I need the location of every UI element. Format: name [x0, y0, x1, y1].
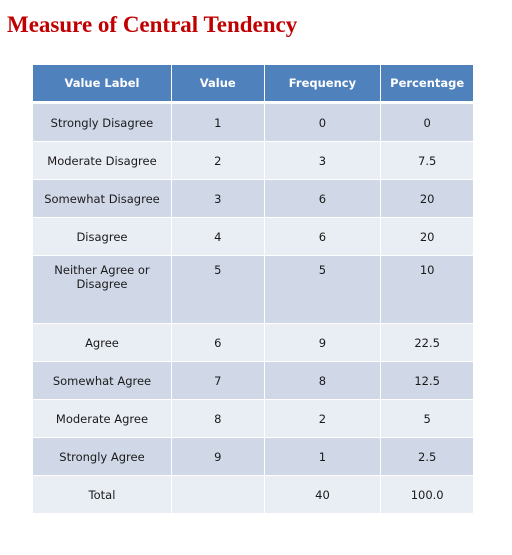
cell-frequency: 1	[263, 437, 382, 476]
cell-percentage: 0	[380, 102, 474, 142]
cell-value-label: Strongly Disagree	[32, 102, 172, 142]
cell-percentage: 100.0	[380, 475, 474, 514]
cell-percentage: 12.5	[380, 361, 474, 400]
cell-percentage: 22.5	[380, 323, 474, 362]
cell-value	[170, 475, 265, 514]
cell-percentage: 5	[380, 399, 474, 438]
table-row: Neither Agree or Disagree 5 5 10	[32, 255, 474, 324]
cell-percentage: 20	[380, 179, 474, 218]
header-value-label: Value Label	[32, 64, 172, 104]
cell-value: 7	[170, 361, 265, 400]
cell-value: 1	[170, 102, 265, 142]
table-row: Agree 6 9 22.5	[32, 323, 474, 362]
table-row: Somewhat Agree 7 8 12.5	[32, 361, 474, 400]
cell-value: 8	[170, 399, 265, 438]
cell-frequency: 6	[263, 217, 382, 256]
header-frequency: Frequency	[263, 64, 382, 104]
table-row: Strongly Disagree 1 0 0	[32, 102, 474, 142]
cell-value-label: Somewhat Agree	[32, 361, 172, 400]
cell-percentage: 2.5	[380, 437, 474, 476]
cell-value-label: Neither Agree or Disagree	[32, 255, 172, 324]
cell-percentage: 20	[380, 217, 474, 256]
cell-frequency: 0	[263, 102, 382, 142]
cell-value-label: Somewhat Disagree	[32, 179, 172, 218]
cell-percentage: 10	[380, 255, 474, 324]
cell-value: 3	[170, 179, 265, 218]
cell-value: 5	[170, 255, 265, 324]
cell-frequency: 9	[263, 323, 382, 362]
page-title: Measure of Central Tendency	[7, 12, 298, 37]
table-row: Somewhat Disagree 3 6 20	[32, 179, 474, 218]
table-row: Moderate Disagree 2 3 7.5	[32, 141, 474, 180]
table-row-total: Total 40 100.0	[32, 475, 474, 514]
cell-value: 4	[170, 217, 265, 256]
cell-value-label: Moderate Disagree	[32, 141, 172, 180]
cell-percentage: 7.5	[380, 141, 474, 180]
cell-value-label: Moderate Agree	[32, 399, 172, 438]
table-row: Disagree 4 6 20	[32, 217, 474, 256]
cell-value-label: Disagree	[32, 217, 172, 256]
cell-value: 2	[170, 141, 265, 180]
cell-value-label: Agree	[32, 323, 172, 362]
table-header-row: Value Label Value Frequency Percentage	[32, 64, 474, 104]
cell-value: 9	[170, 437, 265, 476]
cell-value: 6	[170, 323, 265, 362]
cell-frequency: 8	[263, 361, 382, 400]
frequency-table: Value Label Value Frequency Percentage S…	[32, 64, 474, 514]
cell-frequency: 2	[263, 399, 382, 438]
cell-frequency: 5	[263, 255, 382, 324]
header-value: Value	[170, 64, 265, 104]
header-percentage: Percentage	[380, 64, 474, 104]
cell-value-label: Total	[32, 475, 172, 514]
cell-frequency: 3	[263, 141, 382, 180]
table-row: Strongly Agree 9 1 2.5	[32, 437, 474, 476]
cell-frequency: 40	[263, 475, 382, 514]
table-row: Moderate Agree 8 2 5	[32, 399, 474, 438]
cell-frequency: 6	[263, 179, 382, 218]
cell-value-label: Strongly Agree	[32, 437, 172, 476]
